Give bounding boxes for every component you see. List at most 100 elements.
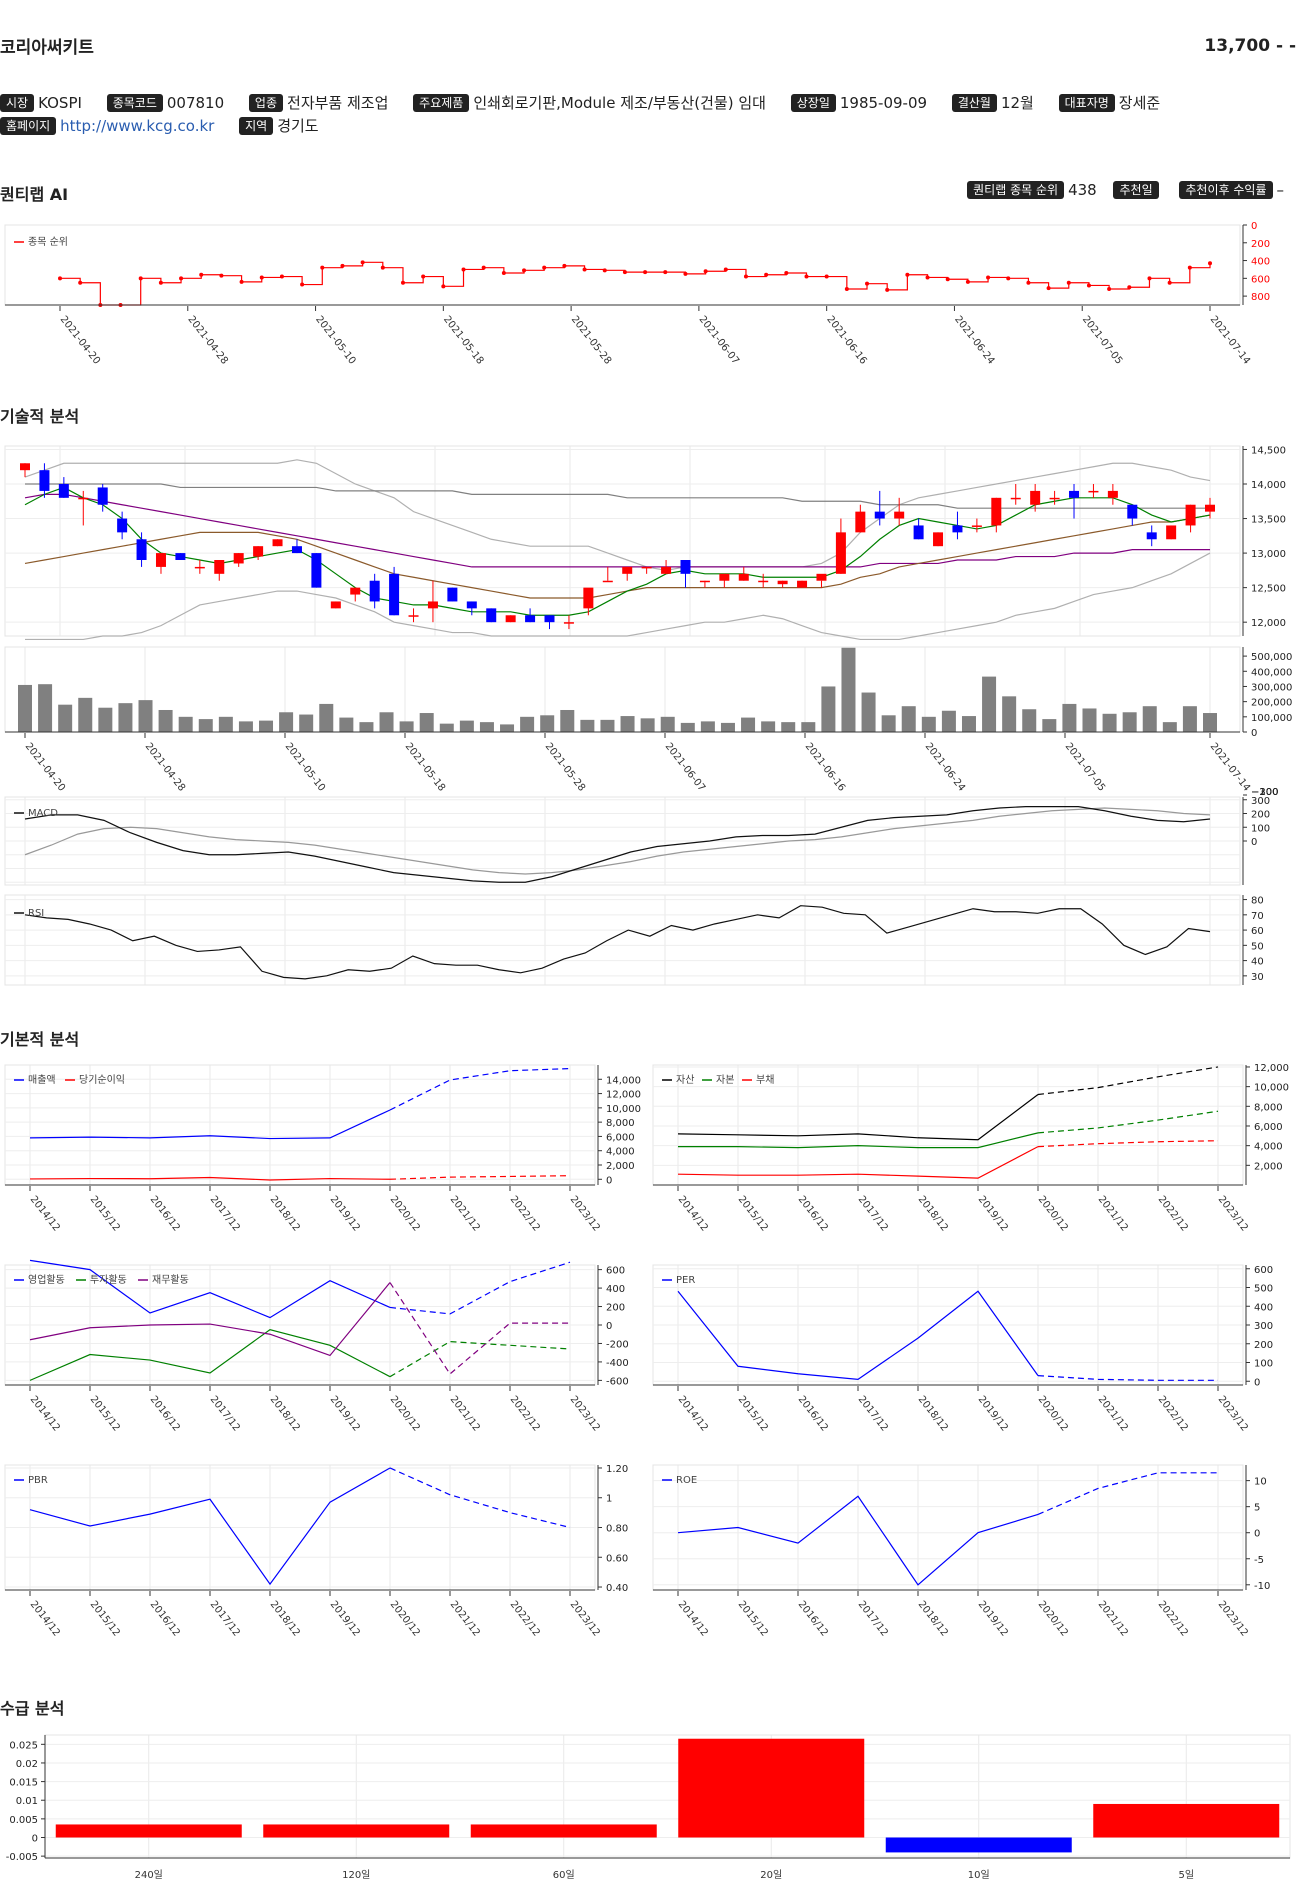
candle-body: [1088, 490, 1099, 493]
volume-bar: [1062, 703, 1077, 732]
macd-chart: −300−200−100 0 100 200 300 MACD: [4, 787, 1278, 886]
y-tick-label: 8,000: [1254, 1102, 1283, 1113]
x-tick-label: 2018/12: [268, 1194, 302, 1234]
volume-bar: [459, 720, 474, 732]
x-tick-label: 2019/12: [328, 1599, 362, 1639]
candle-body: [291, 546, 302, 554]
series-line-forecast: [1037, 1472, 1218, 1516]
series-line-forecast: [1037, 1375, 1218, 1381]
rank-point: [501, 271, 506, 275]
rec-return-value: –: [1276, 181, 1285, 199]
rank-point: [138, 276, 143, 281]
candle-body: [20, 463, 30, 471]
x-tick-label: 2021-06-16: [803, 741, 847, 794]
x-tick-label: 2018/12: [916, 1194, 950, 1234]
y-tick-label: -5: [1254, 1555, 1264, 1566]
candle-body: [39, 470, 50, 491]
y-tick-label: 200: [1254, 1340, 1273, 1351]
x-tick-label: 2016/12: [148, 1394, 182, 1434]
candle-body: [427, 601, 438, 609]
candle-body: [680, 560, 691, 574]
volume-bar: [1022, 709, 1037, 732]
ai-summary: 퀀티랩 종목 순위 438 추천일 추천이후 수익률 –: [967, 181, 1284, 199]
series-line-actual: [29, 1282, 391, 1357]
series-line-forecast: [1037, 1110, 1219, 1134]
volume-bar: [580, 719, 595, 732]
x-tick-label: 2021-06-16: [824, 314, 868, 367]
x-tick-label: 2022/12: [508, 1194, 542, 1234]
x-tick-label: 2018/12: [268, 1599, 302, 1639]
homepage-tag: 홈페이지: [0, 117, 57, 135]
plot-frame: [4, 224, 1241, 306]
section-supply-title: 수급 분석: [0, 1699, 65, 1718]
x-tick-label: 2021/12: [448, 1194, 482, 1234]
x-tick-label: 2017/12: [208, 1194, 242, 1234]
stock-info-row-1: 시장 KOSPI 종목코드 007810 업종 전자부품 제조업 주요제품 인쇄회로기판…: [0, 92, 1180, 114]
y-tick-label: -400: [606, 1358, 629, 1369]
volume-bar: [419, 713, 434, 732]
volume-bar: [741, 717, 756, 732]
rank-point: [1127, 285, 1132, 290]
x-tick-label: 2015/12: [736, 1394, 770, 1434]
bollinger-lower: [25, 552, 1211, 641]
homepage-link[interactable]: http://www.kcg.co.kr: [60, 117, 215, 135]
legend-label: 자본: [716, 1074, 734, 1086]
y-tick-label: 14,000: [1251, 480, 1286, 491]
rank-point: [158, 280, 163, 285]
rec-date-tag: 추천일: [1113, 181, 1159, 199]
region-tag: 지역: [239, 117, 274, 135]
y-tick-label: 0: [606, 1321, 612, 1332]
y-tick-label: 0: [1251, 728, 1257, 739]
x-tick-label: 2023/12: [1216, 1599, 1250, 1639]
x-tick-label: 2021/12: [448, 1599, 482, 1639]
rank-point: [743, 274, 748, 279]
x-tick-label: 2022/12: [1156, 1194, 1190, 1234]
rank-point: [1026, 280, 1031, 285]
y-tick-label: -600: [606, 1376, 629, 1387]
y-tick-label: -200: [606, 1339, 629, 1350]
y-tick-label: 10,000: [606, 1104, 641, 1115]
volume-bar: [500, 724, 515, 732]
series-line-forecast: [389, 1261, 571, 1315]
x-tick-label: 2014/12: [28, 1194, 62, 1234]
y-tick-label: 0: [32, 1834, 38, 1845]
candle-body: [952, 525, 963, 533]
x-tick-label: 2017/12: [856, 1394, 890, 1434]
volume-bar: [439, 723, 454, 732]
industry-value: 전자부품 제조업: [287, 94, 389, 112]
volume-bar: [781, 722, 796, 732]
volume-bar: [801, 722, 816, 732]
candle-body: [855, 511, 866, 533]
y-tick-label: 6,000: [1254, 1122, 1283, 1133]
x-tick-label: 2016/12: [796, 1194, 830, 1234]
rank-point: [199, 272, 204, 277]
volume-bar: [861, 692, 876, 732]
y-tick-label: 600: [606, 1266, 625, 1277]
legend-label: PER: [676, 1275, 695, 1286]
x-tick-label: 2020/12: [1036, 1599, 1070, 1639]
rsi-chart: 30 40 50 60 70 80 RSI: [4, 894, 1264, 986]
plot-frame: [4, 894, 1241, 986]
rank-point: [380, 265, 385, 270]
candle-body: [253, 546, 264, 557]
candle-body: [1030, 490, 1041, 505]
series-line-forecast: [389, 1175, 571, 1180]
series-line-actual: [677, 1290, 1039, 1380]
rank-point: [58, 276, 62, 281]
volume-bar: [720, 722, 735, 732]
balance-chart: 2,000 4,000 6,000 8,000 10,000 12,000 2014/12 2…: [652, 1063, 1289, 1234]
candle-body: [1146, 532, 1157, 540]
volume-bar: [961, 716, 976, 732]
volume-bar: [18, 684, 32, 732]
candle-body: [1205, 504, 1215, 512]
legend-label: 부채: [756, 1074, 774, 1086]
x-tick-label: 2018/12: [916, 1599, 950, 1639]
plot-frame: [4, 445, 1241, 637]
rank-point: [421, 274, 426, 279]
candle-body: [913, 525, 924, 540]
x-tick-label: 2021-07-05: [1080, 314, 1124, 367]
rank-point: [622, 270, 627, 275]
x-tick-label: 2023/12: [568, 1599, 602, 1639]
page-title: 코리아써키트: [0, 38, 94, 58]
y-tick-label: 200: [1251, 239, 1270, 250]
